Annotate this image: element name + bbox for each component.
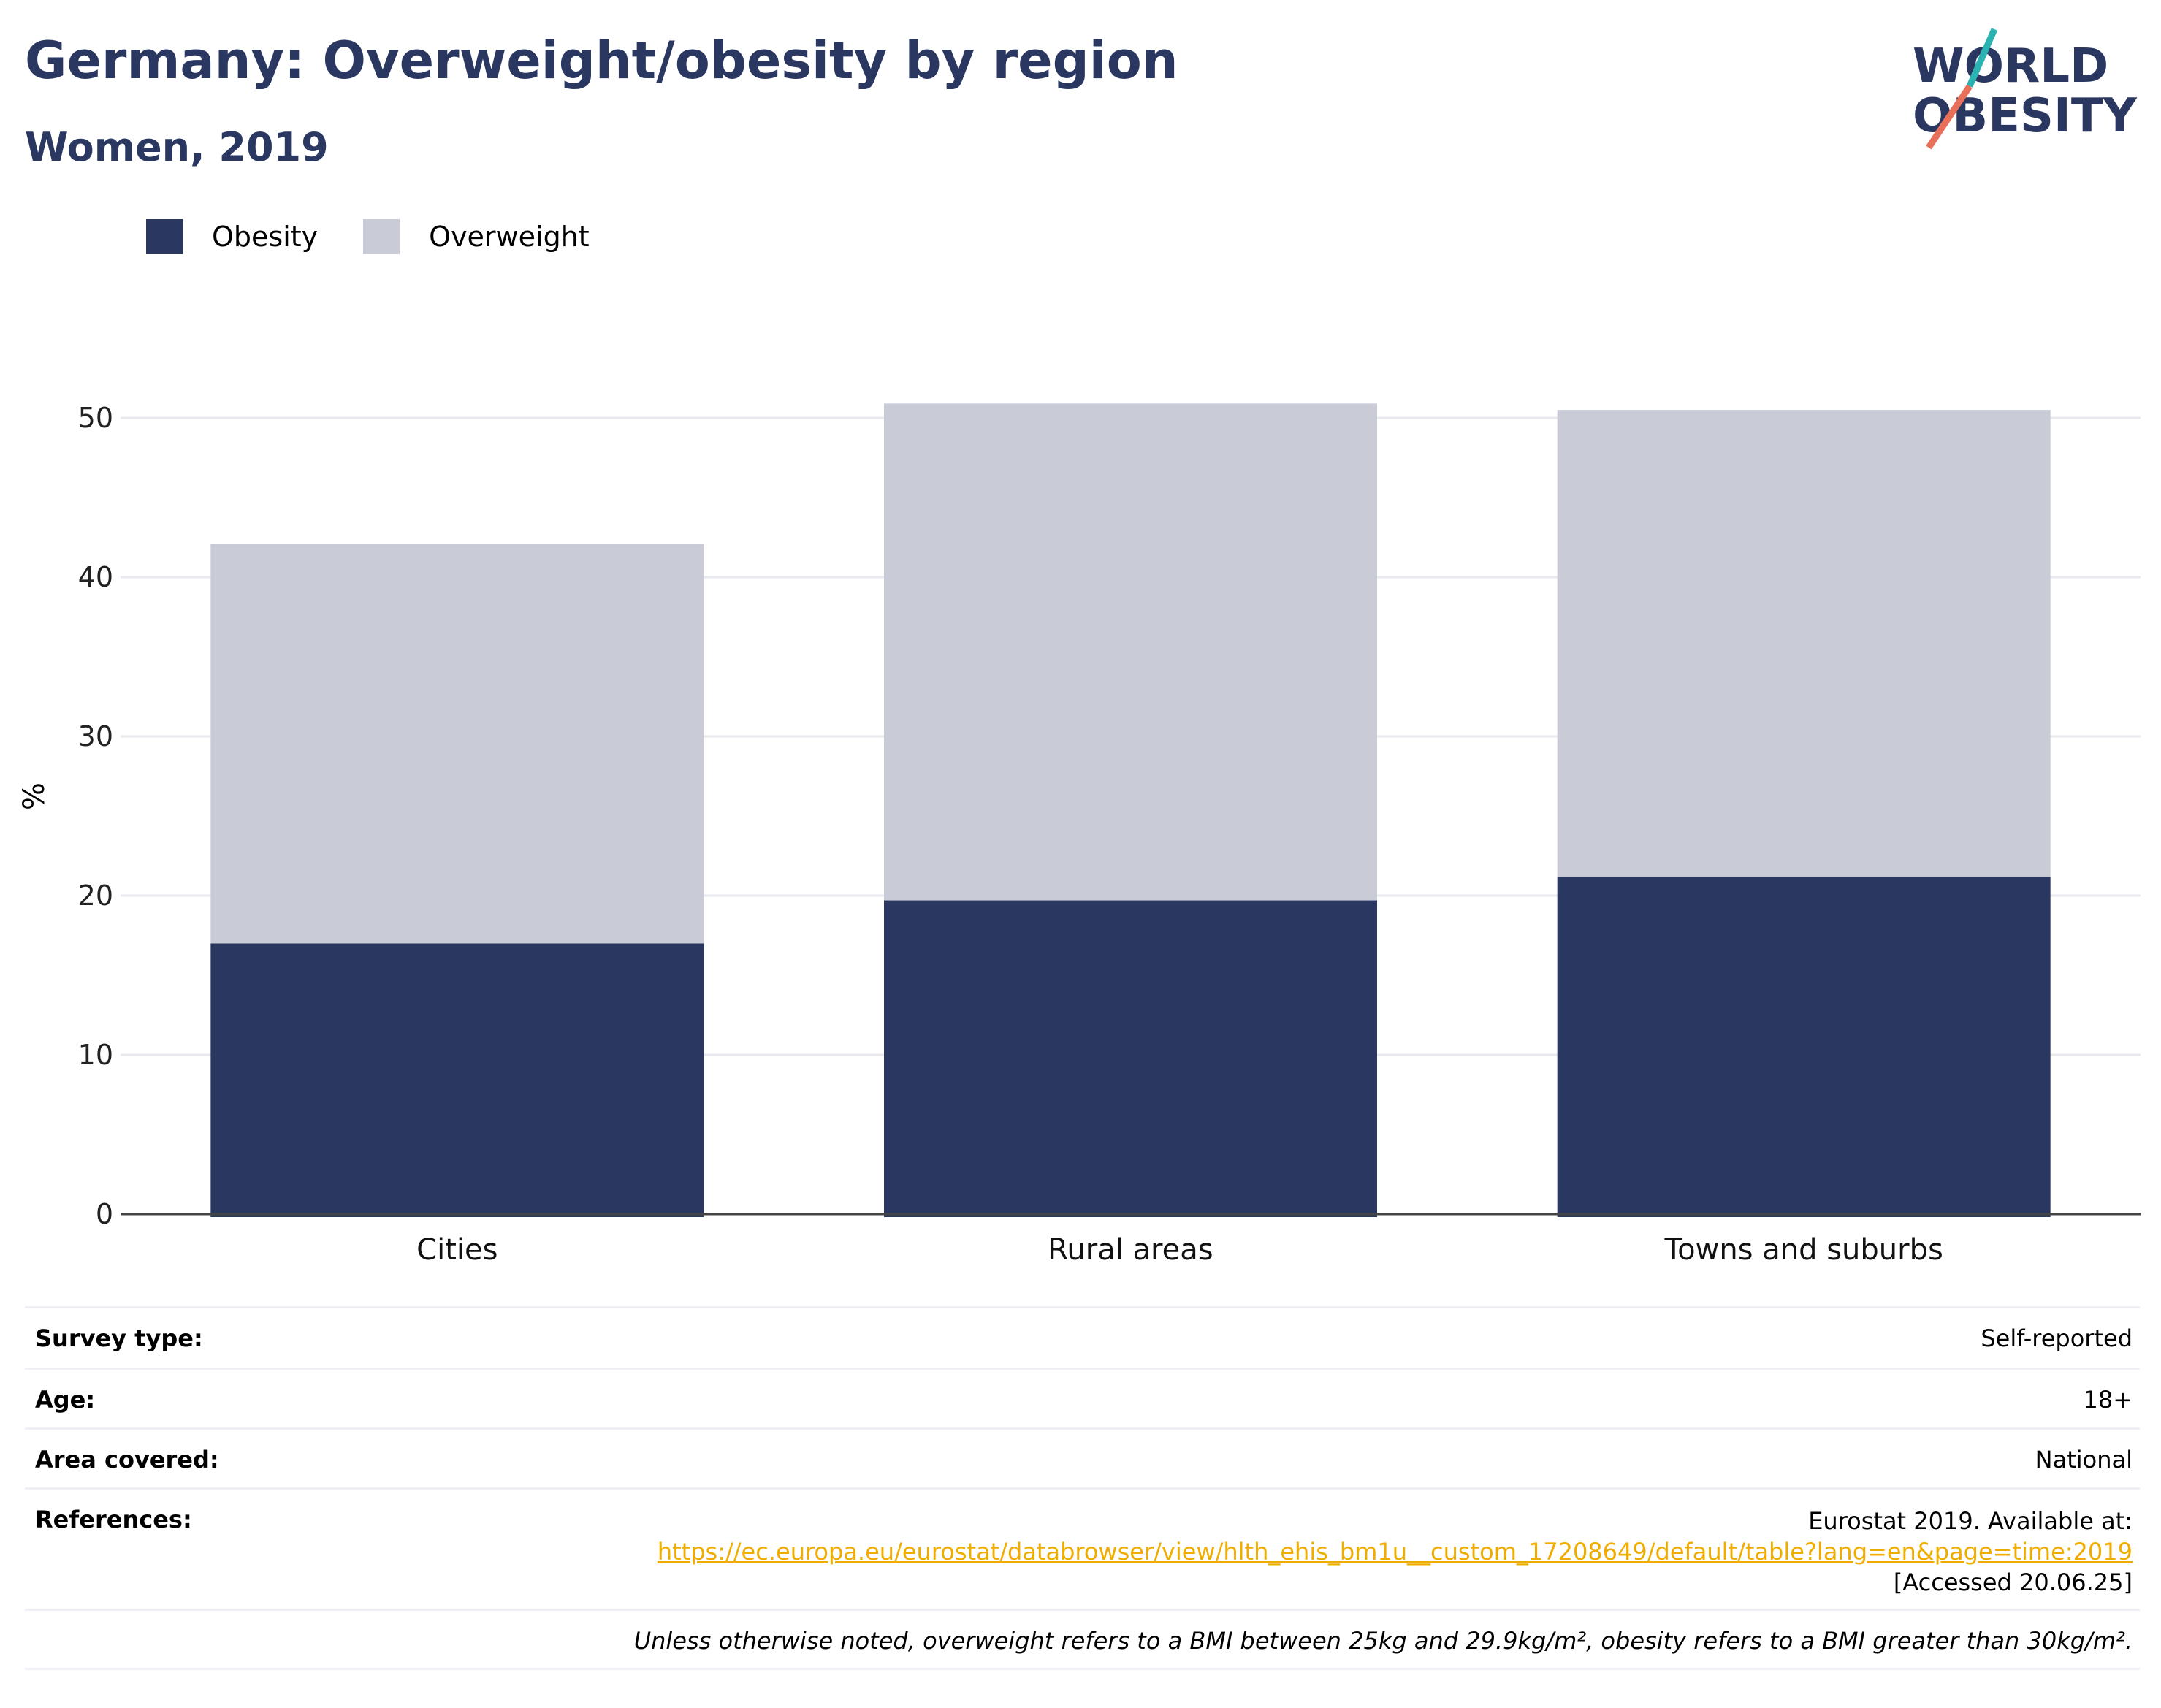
legend-label-overweight: Overweight bbox=[429, 221, 590, 253]
x-tick-label: Rural areas bbox=[1048, 1233, 1213, 1267]
meta-key: Survey type: bbox=[35, 1324, 203, 1352]
definition-note: Unless otherwise noted, overweight refer… bbox=[633, 1627, 2133, 1655]
legend-swatch-overweight bbox=[363, 219, 400, 254]
y-tick-label: 20 bbox=[78, 880, 113, 912]
y-tick-label: 30 bbox=[78, 720, 113, 752]
meta-value: National bbox=[2035, 1446, 2133, 1473]
legend-label-obesity: Obesity bbox=[212, 221, 319, 253]
legend-item-overweight[interactable]: Overweight bbox=[363, 219, 590, 254]
logo-coral-slash bbox=[1926, 84, 1973, 150]
bar-obesity bbox=[210, 943, 704, 1217]
bar-obesity bbox=[884, 900, 1377, 1217]
references-value: Eurostat 2019. Available at: https://ec.… bbox=[658, 1506, 2133, 1609]
chart-subtitle: Women, 2019 bbox=[25, 124, 329, 170]
world-obesity-logo: WORLD OBESITY bbox=[1913, 28, 2137, 150]
reference-link[interactable]: https://ec.europa.eu/eurostat/databrowse… bbox=[657, 1538, 2133, 1566]
reference-source: Eurostat 2019. Available at: bbox=[1808, 1507, 2133, 1535]
meta-row-references: References: Eurostat 2019. Available at:… bbox=[25, 1487, 2140, 1609]
legend: Obesity Overweight bbox=[146, 219, 635, 254]
meta-value: Self-reported bbox=[1981, 1324, 2133, 1352]
x-tick-label: Towns and suburbs bbox=[1664, 1233, 1943, 1267]
bar-chart: 0 10 20 30 40 50% Cities Rural areas Towns and s… bbox=[18, 402, 2141, 1267]
logo-line1: WORLD bbox=[1913, 39, 2108, 94]
meta-key: Area covered: bbox=[35, 1446, 219, 1473]
legend-swatch-obesity bbox=[146, 219, 183, 254]
meta-key: References: bbox=[35, 1506, 192, 1533]
logo-teal-slash bbox=[1966, 28, 1998, 88]
meta-row-area: Area covered: National bbox=[25, 1427, 2140, 1487]
meta-row-age: Age: 18+ bbox=[25, 1368, 2140, 1427]
meta-value: 18+ bbox=[2083, 1386, 2133, 1414]
y-tick-label: 40 bbox=[78, 561, 113, 593]
y-tick-label: 10 bbox=[78, 1039, 113, 1071]
bar-overweight bbox=[1557, 410, 2051, 877]
metadata-table: Survey type: Self-reported Age: 18+ Area… bbox=[25, 1306, 2140, 1670]
bar-obesity bbox=[1557, 876, 2051, 1217]
reference-accessed: [Accessed 20.06.25] bbox=[1893, 1568, 2133, 1596]
legend-item-obesity[interactable]: Obesity bbox=[146, 219, 318, 254]
y-tick-label: 0 bbox=[96, 1198, 113, 1230]
bar-overweight bbox=[884, 403, 1377, 901]
meta-row-note: Unless otherwise noted, overweight refer… bbox=[25, 1609, 2140, 1670]
y-tick-label: 50 bbox=[78, 402, 113, 434]
meta-row-survey: Survey type: Self-reported bbox=[25, 1306, 2140, 1368]
x-tick-label: Cities bbox=[416, 1233, 498, 1267]
bar-overweight bbox=[210, 544, 704, 944]
y-axis-label: % bbox=[18, 782, 51, 810]
meta-key: Age: bbox=[35, 1386, 96, 1414]
chart-title: Germany: Overweight/obesity by region bbox=[25, 31, 1178, 91]
